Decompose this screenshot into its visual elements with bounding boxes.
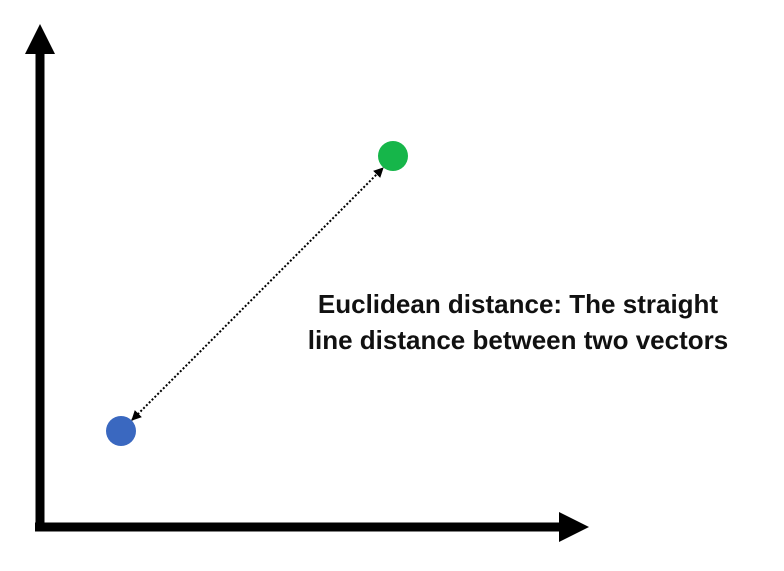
- caption-line-2: line distance between two vectors: [307, 325, 729, 355]
- x-axis-arrow-icon: [559, 512, 589, 542]
- caption-line-1: Euclidean distance: The straight: [317, 289, 719, 319]
- distance-connector: [131, 167, 384, 421]
- y-axis-arrow-icon: [25, 24, 55, 54]
- vector-point-blue: [106, 416, 136, 446]
- distance-caption: Euclidean distance: The straight line di…: [268, 286, 768, 358]
- vector-point-green: [378, 141, 408, 171]
